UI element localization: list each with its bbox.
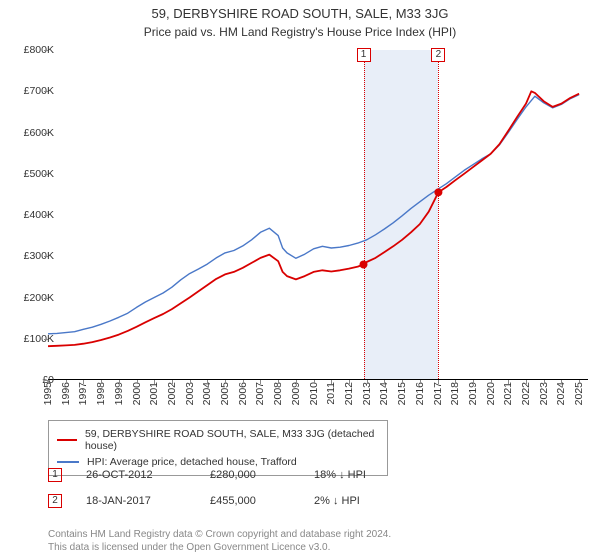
- y-tick-label: £800K: [24, 44, 54, 56]
- x-tick-label: 1997: [77, 382, 89, 405]
- x-tick-label: 2005: [219, 382, 231, 405]
- sale-row-price: £455,000: [210, 495, 290, 507]
- x-tick-label: 2022: [520, 382, 532, 405]
- x-tick-label: 2019: [467, 382, 479, 405]
- x-tick-label: 1998: [95, 382, 107, 405]
- plot-area: [48, 50, 588, 380]
- sale-row-1: 1 26-OCT-2012 £280,000 18% ↓ HPI: [48, 468, 366, 482]
- x-tick-label: 2012: [343, 382, 355, 405]
- x-tick-label: 2006: [237, 382, 249, 405]
- legend-row: 59, DERBYSHIRE ROAD SOUTH, SALE, M33 3JG…: [57, 426, 379, 454]
- sale-row-date: 18-JAN-2017: [86, 495, 186, 507]
- y-tick-label: £300K: [24, 250, 54, 262]
- legend-swatch: [57, 439, 77, 441]
- copyright-line2: This data is licensed under the Open Gov…: [48, 541, 391, 554]
- legend-label: 59, DERBYSHIRE ROAD SOUTH, SALE, M33 3JG…: [85, 428, 379, 452]
- x-tick-label: 2001: [148, 382, 160, 405]
- x-tick-label: 2008: [272, 382, 284, 405]
- legend-label: HPI: Average price, detached house, Traf…: [87, 456, 297, 468]
- x-tick-label: 2000: [131, 382, 143, 405]
- x-tick-label: 1999: [113, 382, 125, 405]
- x-tick-label: 2023: [538, 382, 550, 405]
- x-tick-label: 2004: [201, 382, 213, 405]
- y-tick-label: £100K: [24, 333, 54, 345]
- x-tick-label: 2021: [502, 382, 514, 405]
- x-tick-label: 1995: [42, 382, 54, 405]
- y-tick-label: £600K: [24, 127, 54, 139]
- sale-marker-box: 2: [431, 48, 445, 62]
- sale-row-price: £280,000: [210, 469, 290, 481]
- x-tick-label: 2025: [573, 382, 585, 405]
- chart-container: 59, DERBYSHIRE ROAD SOUTH, SALE, M33 3JG…: [0, 0, 600, 560]
- x-tick-label: 2014: [378, 382, 390, 405]
- x-tick-label: 2017: [432, 382, 444, 405]
- x-tick-label: 2011: [325, 382, 337, 405]
- x-tick-label: 2020: [485, 382, 497, 405]
- x-tick-label: 2013: [361, 382, 373, 405]
- y-tick-label: £500K: [24, 168, 54, 180]
- x-tick-label: 1996: [60, 382, 72, 405]
- x-tick-label: 2009: [290, 382, 302, 405]
- x-tick-label: 2015: [396, 382, 408, 405]
- x-tick-label: 2007: [254, 382, 266, 405]
- sale-row-marker: 1: [48, 468, 62, 482]
- sale-row-diff: 18% ↓ HPI: [314, 469, 366, 481]
- copyright-line1: Contains HM Land Registry data © Crown c…: [48, 528, 391, 541]
- copyright: Contains HM Land Registry data © Crown c…: [48, 528, 391, 554]
- x-tick-label: 2024: [555, 382, 567, 405]
- y-tick-label: £200K: [24, 292, 54, 304]
- chart-subtitle: Price paid vs. HM Land Registry's House …: [0, 21, 600, 39]
- sale-row-diff: 2% ↓ HPI: [314, 495, 360, 507]
- sale-row-2: 2 18-JAN-2017 £455,000 2% ↓ HPI: [48, 494, 360, 508]
- x-tick-label: 2016: [414, 382, 426, 405]
- x-tick-label: 2018: [449, 382, 461, 405]
- sale-row-marker: 2: [48, 494, 62, 508]
- series-svg: [48, 50, 588, 380]
- chart-title: 59, DERBYSHIRE ROAD SOUTH, SALE, M33 3JG: [0, 0, 600, 21]
- y-tick-label: £400K: [24, 209, 54, 221]
- sale-marker-box: 1: [357, 48, 371, 62]
- legend-swatch: [57, 461, 79, 463]
- x-tick-label: 2003: [184, 382, 196, 405]
- y-tick-label: £700K: [24, 85, 54, 97]
- x-tick-label: 2010: [308, 382, 320, 405]
- x-tick-label: 2002: [166, 382, 178, 405]
- sale-row-date: 26-OCT-2012: [86, 469, 186, 481]
